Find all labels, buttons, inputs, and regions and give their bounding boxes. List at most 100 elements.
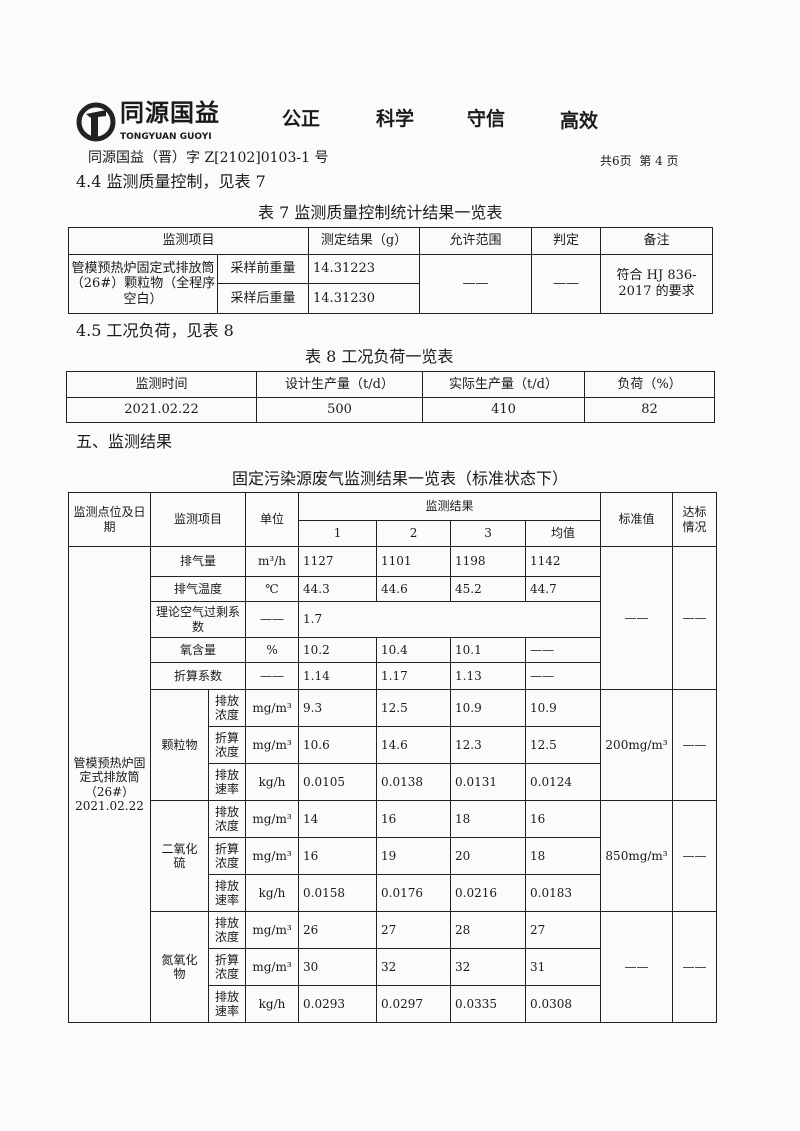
section-4-4-title: 4.4 监测质量控制，见表 7 xyxy=(76,172,266,191)
value-cell: 9.3 xyxy=(298,689,378,727)
value-cell: 1.17 xyxy=(376,662,452,690)
value-cell: 0.0176 xyxy=(376,874,452,912)
row-label: 采样前重量 xyxy=(216,254,310,284)
value-cell: 14.31223 xyxy=(308,254,421,284)
table8: 监测时间 设计生产量（t/d） 实际生产量（t/d） 负荷（%） 2021.02… xyxy=(66,371,715,423)
value-cell: 16 xyxy=(298,837,378,875)
value-cell: 30 xyxy=(298,948,378,986)
value-cell: 45.2 xyxy=(450,576,527,602)
document-number: 同源国益（晋）字 Z[2102]0103-1 号 xyxy=(88,150,329,166)
unit-cell: kg/h xyxy=(245,763,300,801)
unit-cell: kg/h xyxy=(245,985,300,1023)
slogan-4: 高效 xyxy=(560,110,599,132)
sub-item-cell: 排放速率 xyxy=(207,874,247,912)
header-cell: 设计生产量（t/d） xyxy=(256,371,423,398)
load-cell: 82 xyxy=(584,397,715,423)
value-cell: 16 xyxy=(376,800,452,838)
sub-item-cell: 折算浓度 xyxy=(207,837,247,875)
unit-cell: mg/m³ xyxy=(245,837,300,875)
slogan-2: 科学 xyxy=(376,108,415,130)
table9-caption: 固定污染源废气监测结果一览表（标准状态下） xyxy=(232,469,569,488)
header-col-mean: 均值 xyxy=(525,520,602,547)
value-cell: 1.13 xyxy=(450,662,527,690)
value-cell: 10.9 xyxy=(525,689,602,727)
value-cell: 1127 xyxy=(298,546,378,577)
company-logo-icon xyxy=(76,102,116,142)
value-cell: 0.0105 xyxy=(298,763,378,801)
table-row: 排放速率 kg/h 0.0158 0.0176 0.0216 0.0183 xyxy=(69,874,717,912)
unit-cell: mg/m³ xyxy=(245,948,300,986)
table7: 监测项目 测定结果（g） 允许范围 判定 备注 管模预热炉固定式排放筒（26#）… xyxy=(67,227,714,314)
value-cell: 0.0293 xyxy=(298,985,378,1023)
value-cell: 0.0297 xyxy=(376,985,452,1023)
value-cell: 44.3 xyxy=(298,576,378,602)
section-5-title: 五、监测结果 xyxy=(76,432,173,451)
value-cell: 1198 xyxy=(450,546,527,577)
value-cell: 12.3 xyxy=(450,726,527,764)
unit-cell: m³/h xyxy=(245,546,300,577)
sub-item-cell: 排放速率 xyxy=(207,763,247,801)
value-cell: 19 xyxy=(376,837,452,875)
value-cell: 0.0131 xyxy=(450,763,527,801)
unit-cell: —— xyxy=(245,601,300,638)
header-results: 监测结果 xyxy=(298,492,602,521)
slogan-1: 公正 xyxy=(282,108,321,130)
date-cell: 2021.02.22 xyxy=(66,397,257,423)
header-standard: 标准值 xyxy=(600,492,674,547)
header-col-2: 2 xyxy=(376,520,452,547)
value-cell: 0.0216 xyxy=(450,874,527,912)
value-cell: 1142 xyxy=(525,546,602,577)
sub-item-cell: 排放浓度 xyxy=(207,689,247,727)
compliance-cell: —— xyxy=(672,689,718,801)
section-4-5-title: 4.5 工况负荷，见表 8 xyxy=(76,321,234,340)
table-row: 管模预热炉固定式排放筒（26#）2021.02.22 排气量 m³/h 1127 110… xyxy=(68,546,718,1023)
header-unit: 单位 xyxy=(245,492,300,547)
table-row: 折算系数 —— 1.14 1.17 1.13 —— xyxy=(69,662,717,690)
header-cell: 实际生产量（t/d） xyxy=(422,371,585,398)
value-cell: 0.0124 xyxy=(525,763,602,801)
item-cell: 理论空气过剩系数 xyxy=(149,601,247,638)
header-cell: 判定 xyxy=(531,227,602,255)
header-cell: 负荷（%） xyxy=(584,371,715,398)
value-cell: 14.6 xyxy=(376,726,452,764)
table7-caption: 表 7 监测质量控制统计结果一览表 xyxy=(258,203,503,222)
value-cell: 32 xyxy=(450,948,527,986)
table-row: 理论空气过剩系数 —— 1.7 xyxy=(69,601,717,638)
value-cell: 1.7 xyxy=(298,601,602,638)
value-cell: 1.14 xyxy=(298,662,378,690)
pollutant-name: 氮氧化物 xyxy=(150,911,209,1023)
unit-cell: kg/h xyxy=(245,874,300,912)
value-cell: 16 xyxy=(525,800,602,838)
judge-cell: —— xyxy=(531,254,602,314)
value-cell: —— xyxy=(525,662,602,690)
value-cell: 27 xyxy=(525,911,602,949)
standard-cell: 850mg/m³ xyxy=(600,800,674,912)
value-cell: 14.31230 xyxy=(308,283,421,314)
item-cell: 排气量 xyxy=(149,546,247,577)
header-cell: 测定结果（g） xyxy=(308,227,421,255)
value-cell: 10.4 xyxy=(376,637,452,663)
page-info: 共6页 第 4 页 xyxy=(600,154,679,168)
site-cell: 管模预热炉固定式排放筒（26#）2021.02.22 xyxy=(68,546,151,1023)
header-cell: 备注 xyxy=(600,227,714,255)
value-cell: 31 xyxy=(525,948,602,986)
range-cell: —— xyxy=(419,254,533,314)
header-item: 监测项目 xyxy=(149,492,247,547)
header-cell: 允许范围 xyxy=(419,227,533,255)
standard-cell: 200mg/m³ xyxy=(600,689,674,801)
slogan-3: 守信 xyxy=(467,108,506,130)
pollutant-name: 颗粒物 xyxy=(150,689,209,801)
item-cell: 氧含量 xyxy=(149,637,247,663)
header-cell: 监测时间 xyxy=(66,371,257,398)
sub-item-cell: 折算浓度 xyxy=(207,948,247,986)
table-row: 二氧化硫 排放浓度 mg/m³ 14 16 18 16 850mg/m³ —— xyxy=(69,800,718,912)
value-cell: —— xyxy=(525,637,602,663)
item-cell: 排气温度 xyxy=(149,576,247,602)
actual-output-cell: 410 xyxy=(422,397,585,423)
item-cell: 管模预热炉固定式排放筒（26#）颗粒物（全程序空白） xyxy=(68,254,218,314)
row-label: 采样后重量 xyxy=(216,283,310,314)
logo-subtext: TONGYUAN GUOYI xyxy=(120,132,212,142)
value-cell: 14 xyxy=(298,800,378,838)
item-cell: 折算系数 xyxy=(149,662,247,690)
compliance-cell: —— xyxy=(672,546,718,690)
